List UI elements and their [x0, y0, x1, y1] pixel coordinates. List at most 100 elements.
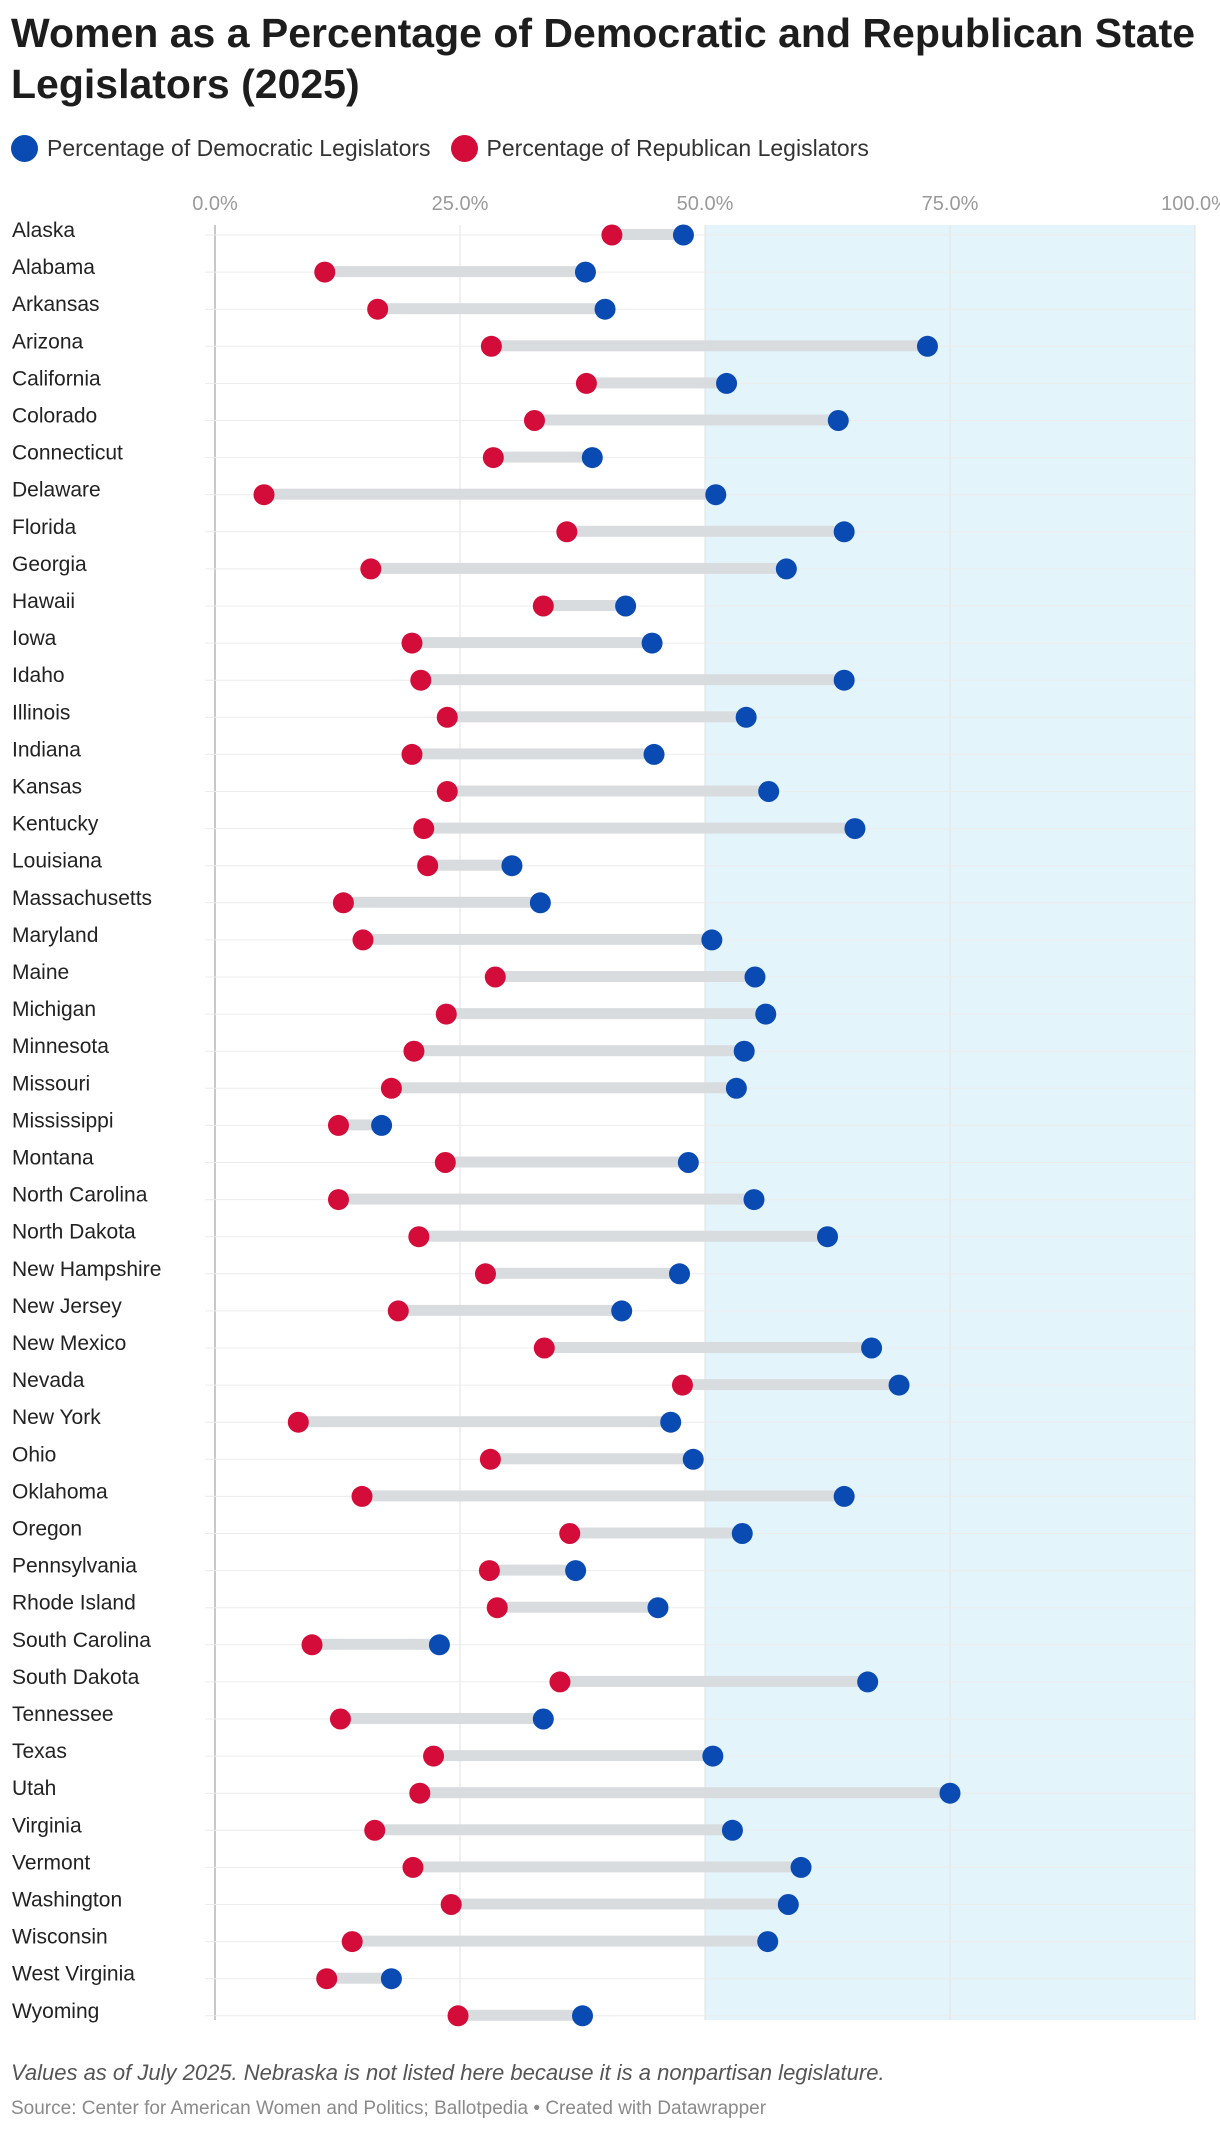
republican-dot	[287, 1411, 309, 1433]
state-label: Kansas	[12, 776, 82, 799]
state-label: Arkansas	[12, 293, 100, 316]
state-label: Minnesota	[12, 1035, 109, 1058]
range-bar	[398, 1304, 622, 1316]
democratic-dot	[833, 1485, 855, 1507]
range-bar	[544, 1342, 872, 1353]
democratic-dot	[529, 892, 551, 914]
democratic-dot	[371, 1114, 393, 1136]
republican-dot	[479, 1448, 501, 1470]
x-tick-label: 25.0%	[432, 193, 489, 215]
democratic-dot	[725, 1077, 747, 1099]
state-label: Delaware	[12, 479, 101, 502]
range-bar	[312, 1638, 440, 1650]
republican-dot	[671, 1374, 693, 1396]
range-bar	[433, 1750, 713, 1762]
range-bar	[418, 1230, 828, 1242]
range-bar	[447, 711, 747, 723]
state-label: Mississippi	[12, 1109, 114, 1132]
range-bar	[534, 414, 839, 426]
republican-dot	[341, 1931, 363, 1953]
range-bar	[324, 266, 586, 278]
republican-dot	[387, 1300, 409, 1322]
range-bar	[586, 377, 727, 389]
chart-source: Source: Center for American Women and Po…	[11, 2098, 767, 2119]
state-label: Hawaii	[12, 590, 75, 613]
range-bar	[495, 971, 755, 982]
range-bar	[411, 748, 655, 760]
range-bar	[493, 451, 593, 463]
democratic-dot	[643, 743, 665, 765]
democratic-dot	[647, 1597, 669, 1619]
legend-swatch-republican	[450, 134, 478, 162]
range-bar	[298, 1416, 671, 1428]
state-label: Kentucky	[12, 813, 99, 836]
state-label: Connecticut	[12, 442, 123, 465]
range-bar	[559, 1675, 868, 1687]
republican-dot	[436, 781, 458, 802]
state-label: Alaska	[12, 219, 75, 242]
democratic-dot	[861, 1337, 883, 1359]
legend-label-democratic: Percentage of Democratic Legislators	[47, 134, 431, 161]
democratic-dot	[731, 1523, 753, 1544]
x-tick-label: 75.0%	[922, 193, 979, 215]
republican-dot	[351, 1485, 373, 1507]
democratic-dot	[888, 1374, 910, 1396]
state-label: California	[12, 367, 101, 390]
democratic-dot	[705, 484, 727, 506]
state-label: New Mexico	[12, 1332, 126, 1355]
democratic-dot	[743, 1189, 765, 1211]
x-tick-label: 50.0%	[677, 193, 734, 215]
state-label: Michigan	[12, 998, 96, 1021]
democratic-dot	[572, 2005, 593, 2027]
republican-dot	[474, 1263, 496, 1285]
republican-dot	[482, 447, 504, 469]
republican-dot	[332, 892, 354, 914]
range-bar	[490, 1453, 694, 1465]
republican-dot	[436, 706, 458, 728]
republican-dot	[575, 372, 597, 394]
range-bar	[343, 896, 541, 908]
democratic-dot	[755, 1003, 777, 1025]
republican-dot	[367, 298, 389, 320]
democratic-dot	[574, 261, 596, 283]
range-bar	[370, 562, 787, 574]
range-bar	[362, 933, 712, 945]
republican-dot	[410, 669, 432, 691]
state-label: Florida	[12, 516, 77, 539]
state-label: Wyoming	[12, 2000, 99, 2023]
democratic-dot	[615, 595, 637, 617]
democratic-dot	[660, 1411, 682, 1433]
republican-dot	[364, 1819, 386, 1841]
x-tick-label: 100.0%	[1161, 193, 1220, 215]
range-bar	[451, 1898, 789, 1910]
republican-dot	[435, 1003, 457, 1025]
state-label: Arizona	[12, 330, 84, 353]
republican-dot	[402, 1856, 424, 1878]
republican-dot	[401, 632, 423, 654]
state-label: Maryland	[12, 924, 98, 947]
state-label: Utah	[12, 1777, 56, 1800]
democratic-dot	[844, 818, 866, 840]
republican-dot	[327, 1189, 349, 1211]
democratic-dot	[532, 1708, 554, 1730]
range-bar	[362, 1490, 845, 1502]
state-label: Georgia	[12, 553, 87, 576]
range-bar	[419, 1787, 950, 1799]
state-label: Alabama	[12, 256, 95, 279]
state-label: New York	[12, 1406, 101, 1429]
republican-dot	[532, 595, 554, 617]
republican-dot	[327, 1114, 349, 1136]
democratic-dot	[672, 224, 694, 246]
democratic-dot	[757, 1931, 779, 1953]
state-label: Vermont	[12, 1851, 90, 1874]
range-bar	[374, 1824, 733, 1836]
state-label: North Carolina	[12, 1184, 148, 1207]
legend: Percentage of Democratic Legislators Per…	[11, 132, 889, 164]
state-label: Iowa	[12, 627, 57, 650]
democratic-dot	[817, 1226, 838, 1248]
republican-dot	[486, 1597, 508, 1619]
republican-dot	[360, 558, 382, 580]
state-label: Nevada	[12, 1369, 85, 1392]
republican-dot	[401, 743, 423, 765]
democratic-dot	[744, 966, 766, 988]
